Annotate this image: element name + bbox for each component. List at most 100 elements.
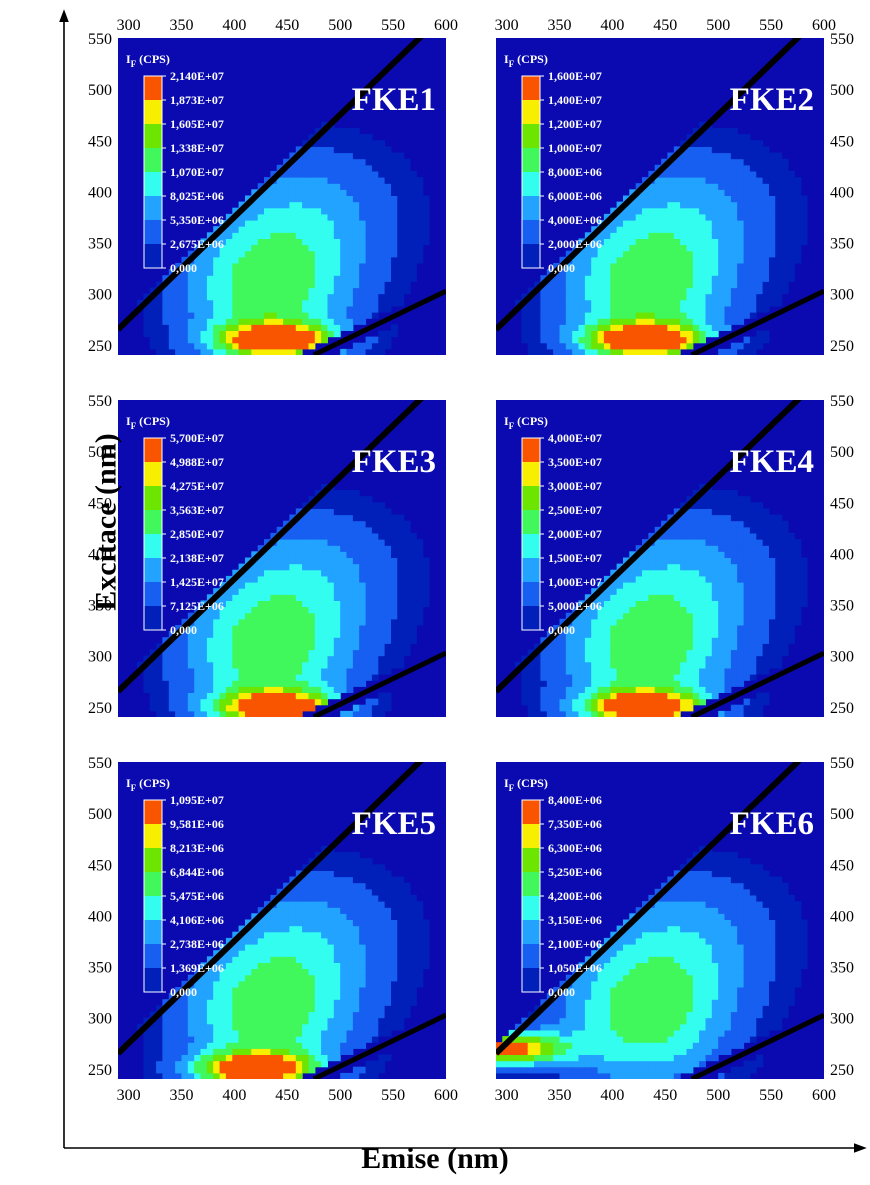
y-tick-label: 400: [88, 546, 112, 563]
panel-label: FKE3: [352, 444, 436, 480]
x-tick-label-bottom: 300: [495, 1087, 519, 1104]
colorbar-segment: [144, 848, 162, 873]
panel-fke1: FKE1 IF (CPS)2,140E+07 1,873E+07 1,605E+07 1…: [88, 17, 458, 355]
colorbar-tick-label: 2,000E+07: [548, 527, 602, 541]
colorbar-tick-label: 0,000: [170, 261, 197, 275]
colorbar-segment: [522, 462, 540, 487]
colorbar-title: IF (CPS): [126, 52, 170, 69]
colorbar-segment: [144, 486, 162, 511]
colorbar-segment: [522, 438, 540, 463]
colorbar-tick-label: 2,850E+07: [170, 527, 224, 541]
panel-fke4: FKE4 IF (CPS)4,000E+07 3,500E+07 3,000E+07 2…: [496, 393, 854, 717]
colorbar-title: IF (CPS): [126, 414, 170, 431]
colorbar-segment: [522, 124, 540, 149]
y-tick-label: 450: [830, 495, 854, 512]
y-tick-label: 500: [88, 82, 112, 99]
colorbar-tick-label: 0,000: [170, 985, 197, 999]
colorbar-tick-label: 6,844E+06: [170, 865, 224, 879]
colorbar-segment: [522, 220, 540, 245]
y-tick-label: 500: [830, 82, 854, 99]
colorbar-segment: [144, 558, 162, 583]
colorbar-tick-label: 0,000: [548, 623, 575, 637]
y-tick-label: 300: [88, 1011, 112, 1028]
x-tick-label-top: 450: [653, 17, 677, 34]
rayleigh-scatter-line: [496, 762, 802, 1056]
colorbar-tick-label: 5,350E+06: [170, 213, 224, 227]
colorbar-segment: [144, 944, 162, 969]
colorbar-segment: [144, 534, 162, 559]
colorbar-tick-label: 1,095E+07: [170, 793, 224, 807]
panel-fke5: FKE5 IF (CPS)1,095E+07 9,581E+06 8,213E+06 6…: [88, 755, 458, 1104]
second-order-scatter-line: [312, 650, 446, 717]
colorbar-segment: [144, 244, 162, 269]
colorbar-tick-label: 1,600E+07: [548, 69, 602, 83]
colorbar-tick-label: 1,400E+07: [548, 93, 602, 107]
x-tick-label-top: 450: [275, 17, 299, 34]
colorbar-tick-label: 1,200E+07: [548, 117, 602, 131]
colorbar-tick-label: 8,400E+06: [548, 793, 602, 807]
y-tick-label: 400: [88, 184, 112, 201]
colorbar-segment: [144, 220, 162, 245]
x-tick-label-top: 600: [812, 17, 836, 34]
colorbar-tick-label: 1,873E+07: [170, 93, 224, 107]
colorbar-segment: [522, 196, 540, 221]
y-tick-label: 550: [830, 393, 854, 410]
y-tick-label: 350: [830, 598, 854, 615]
colorbar-tick-label: 4,000E+06: [548, 213, 602, 227]
colorbar-segment: [522, 848, 540, 873]
colorbar-tick-label: 4,200E+06: [548, 889, 602, 903]
second-order-scatter-line: [690, 288, 824, 355]
colorbar-segment: [522, 534, 540, 559]
x-tick-label-bottom: 300: [117, 1087, 141, 1104]
colorbar-tick-label: 4,988E+07: [170, 455, 224, 469]
x-tick-label-bottom: 350: [169, 1087, 193, 1104]
colorbar-tick-label: 6,300E+06: [548, 841, 602, 855]
x-axis-title: Emise (nm): [361, 1142, 509, 1175]
rayleigh-scatter-line: [496, 38, 802, 332]
colorbar-segment: [522, 824, 540, 849]
colorbar-segment: [522, 920, 540, 945]
y-tick-label: 550: [830, 31, 854, 48]
colorbar-segment: [144, 510, 162, 535]
colorbar-tick-label: 1,070E+07: [170, 165, 224, 179]
colorbar-tick-label: 3,150E+06: [548, 913, 602, 927]
y-axis-title: Excitace (nm): [89, 433, 123, 611]
second-order-scatter-line: [690, 650, 824, 717]
second-order-scatter-line: [312, 288, 446, 355]
colorbar-segment: [144, 800, 162, 825]
colorbar-segment: [522, 800, 540, 825]
colorbar-tick-label: 8,213E+06: [170, 841, 224, 855]
x-tick-label-top: 350: [547, 17, 571, 34]
colorbar-segment: [144, 606, 162, 631]
colorbar-segment: [522, 872, 540, 897]
colorbar-tick-label: 3,000E+07: [548, 479, 602, 493]
colorbar-title: IF (CPS): [504, 414, 548, 431]
colorbar-title: IF (CPS): [126, 776, 170, 793]
colorbar-tick-label: 0,000: [548, 985, 575, 999]
panel-fke6: FKE6 IF (CPS)8,400E+06 7,350E+06 6,300E+06 5…: [495, 755, 854, 1104]
colorbar-tick-label: 2,500E+07: [548, 503, 602, 517]
x-tick-label-top: 550: [759, 17, 783, 34]
colorbar-tick-label: 4,106E+06: [170, 913, 224, 927]
y-tick-label: 500: [830, 806, 854, 823]
x-tick-label-top: 300: [117, 17, 141, 34]
panel-label: FKE4: [730, 444, 814, 480]
y-tick-label: 350: [88, 598, 112, 615]
y-tick-label: 250: [88, 338, 112, 355]
y-tick-label: 500: [830, 444, 854, 461]
y-tick-label: 550: [830, 755, 854, 772]
y-tick-label: 450: [88, 857, 112, 874]
y-tick-label: 400: [830, 546, 854, 563]
colorbar-tick-label: 2,138E+07: [170, 551, 224, 565]
colorbar-tick-label: 2,140E+07: [170, 69, 224, 83]
x-tick-label-bottom: 550: [381, 1087, 405, 1104]
colorbar-segment: [522, 172, 540, 197]
y-tick-label: 450: [830, 857, 854, 874]
x-tick-label-bottom: 400: [222, 1087, 246, 1104]
colorbar-segment: [144, 872, 162, 897]
colorbar-tick-label: 1,605E+07: [170, 117, 224, 131]
y-tick-label: 550: [88, 393, 112, 410]
colorbar-tick-label: 2,000E+06: [548, 237, 602, 251]
colorbar-segment: [522, 76, 540, 101]
